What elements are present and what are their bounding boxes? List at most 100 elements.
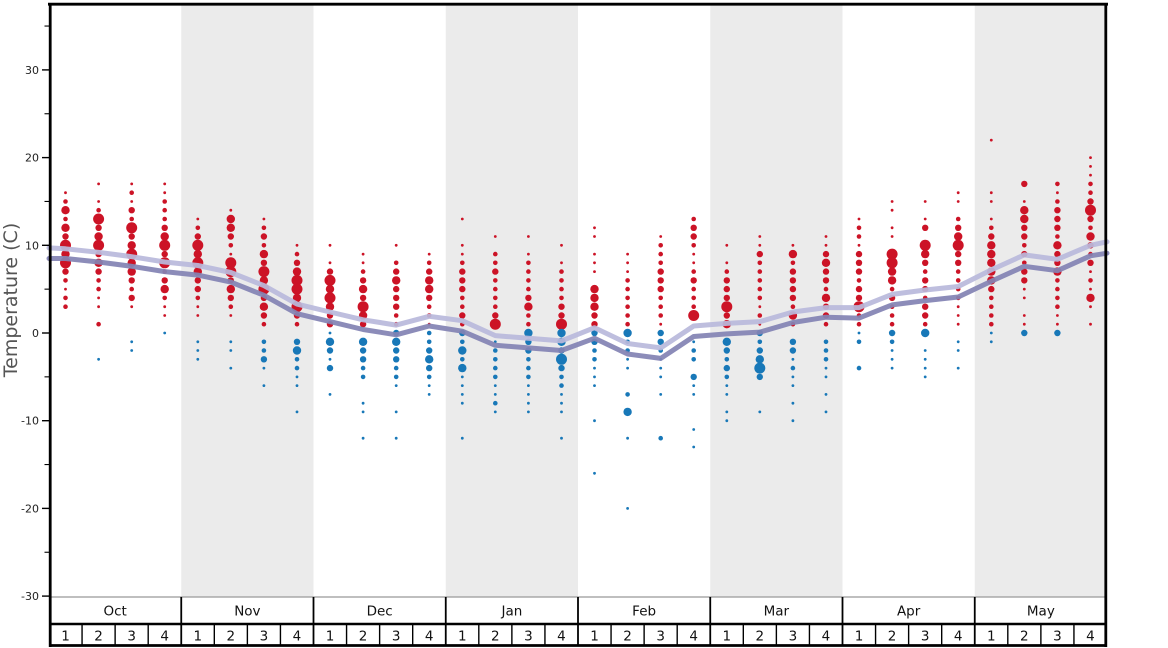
month-label-feb: Feb bbox=[632, 604, 656, 620]
temp-dot bbox=[196, 340, 200, 344]
temp-dot bbox=[261, 225, 267, 231]
temp-dot bbox=[527, 252, 530, 256]
temp-dot bbox=[659, 366, 663, 370]
temp-dot bbox=[294, 357, 300, 362]
average-temperature-lines bbox=[46, 239, 1110, 361]
temp-dot bbox=[691, 216, 696, 222]
temp-dot bbox=[1021, 180, 1028, 188]
temp-dot bbox=[393, 356, 400, 363]
temp-dot bbox=[822, 268, 830, 275]
temp-dot bbox=[857, 217, 861, 221]
temp-dot bbox=[527, 384, 530, 387]
temp-dot bbox=[460, 375, 464, 379]
month-label-nov: Nov bbox=[234, 604, 260, 620]
temp-dot bbox=[955, 269, 961, 274]
temp-dot bbox=[923, 217, 927, 221]
temp-dot bbox=[789, 285, 797, 293]
temp-dot bbox=[824, 393, 828, 396]
week-number-label: 2 bbox=[756, 629, 765, 645]
temp-dot bbox=[723, 285, 730, 293]
temp-dot bbox=[94, 232, 103, 241]
month-label-may: May bbox=[1027, 604, 1055, 620]
temp-dot bbox=[625, 295, 630, 301]
temp-dot bbox=[560, 410, 563, 414]
month-shading-bands bbox=[181, 3, 1107, 597]
temp-dot bbox=[392, 276, 401, 285]
temp-dot bbox=[560, 261, 563, 265]
temp-dot bbox=[922, 303, 929, 310]
temp-dot bbox=[261, 321, 267, 327]
temp-dot bbox=[889, 321, 895, 327]
y-axis-title: Temperature (C) bbox=[0, 223, 22, 379]
temp-dot bbox=[493, 235, 497, 238]
temp-dot bbox=[493, 374, 498, 380]
temp-dot bbox=[658, 313, 663, 318]
temp-dot bbox=[426, 347, 433, 354]
temp-dot bbox=[1055, 181, 1060, 187]
temp-dot bbox=[725, 261, 729, 265]
temp-dot bbox=[292, 267, 302, 276]
temp-dot bbox=[593, 471, 596, 475]
temp-dot bbox=[393, 347, 400, 354]
temp-dot bbox=[757, 278, 763, 283]
week-number-label: 1 bbox=[590, 629, 599, 645]
temp-dot bbox=[293, 259, 301, 266]
temp-dot bbox=[690, 277, 697, 284]
temp-dot bbox=[821, 293, 831, 303]
temp-dot bbox=[988, 233, 995, 240]
week-number-label: 4 bbox=[822, 629, 831, 645]
temp-dot bbox=[886, 248, 898, 260]
temp-dot bbox=[559, 286, 564, 292]
temp-dot bbox=[923, 349, 927, 352]
temp-dot bbox=[591, 312, 598, 319]
week-number-label: 2 bbox=[94, 629, 103, 645]
temp-dot bbox=[394, 243, 398, 247]
temp-dot bbox=[789, 338, 797, 345]
temp-dot bbox=[856, 234, 862, 239]
temp-dot bbox=[1022, 287, 1026, 291]
temp-dot bbox=[128, 294, 135, 302]
temp-dot bbox=[1088, 225, 1093, 231]
week-number-label: 3 bbox=[921, 629, 930, 645]
temp-dot bbox=[458, 346, 467, 355]
temp-dot bbox=[721, 301, 733, 313]
temp-dot bbox=[226, 284, 235, 294]
temp-dot bbox=[129, 190, 134, 195]
temp-dot bbox=[96, 278, 101, 283]
week-number-label: 2 bbox=[491, 629, 500, 645]
temp-dot bbox=[328, 357, 332, 361]
temp-dot bbox=[987, 241, 996, 250]
temp-dot bbox=[724, 357, 730, 362]
temp-dot bbox=[723, 347, 730, 354]
temp-dot bbox=[193, 249, 202, 259]
temp-dot bbox=[63, 216, 68, 222]
temp-dot bbox=[1021, 329, 1028, 337]
temp-dot bbox=[458, 363, 467, 373]
temp-dot bbox=[524, 328, 533, 338]
temp-dot bbox=[324, 292, 336, 304]
temp-dot bbox=[492, 312, 499, 319]
temp-dot bbox=[855, 268, 863, 275]
temp-dot bbox=[591, 329, 598, 337]
temp-dot bbox=[460, 384, 464, 387]
temp-dot bbox=[626, 436, 629, 440]
temp-dot bbox=[459, 285, 466, 293]
temp-dot bbox=[460, 243, 464, 247]
temp-dot bbox=[489, 318, 501, 330]
temp-dot bbox=[626, 366, 629, 370]
temp-dot bbox=[989, 304, 994, 310]
temp-dot bbox=[556, 353, 567, 365]
temp-dot bbox=[97, 305, 100, 309]
temp-dot bbox=[560, 436, 563, 440]
temp-dot bbox=[260, 356, 268, 363]
temp-dot bbox=[394, 436, 398, 440]
y-tick-label: 10 bbox=[25, 239, 39, 252]
temp-dot bbox=[857, 331, 861, 335]
temp-dot bbox=[427, 384, 431, 387]
temp-dot bbox=[791, 401, 795, 405]
temp-dot bbox=[360, 374, 366, 380]
temp-dot bbox=[890, 235, 894, 238]
temp-dot bbox=[460, 252, 464, 256]
temp-dot bbox=[723, 312, 730, 319]
temp-dot bbox=[922, 321, 928, 327]
